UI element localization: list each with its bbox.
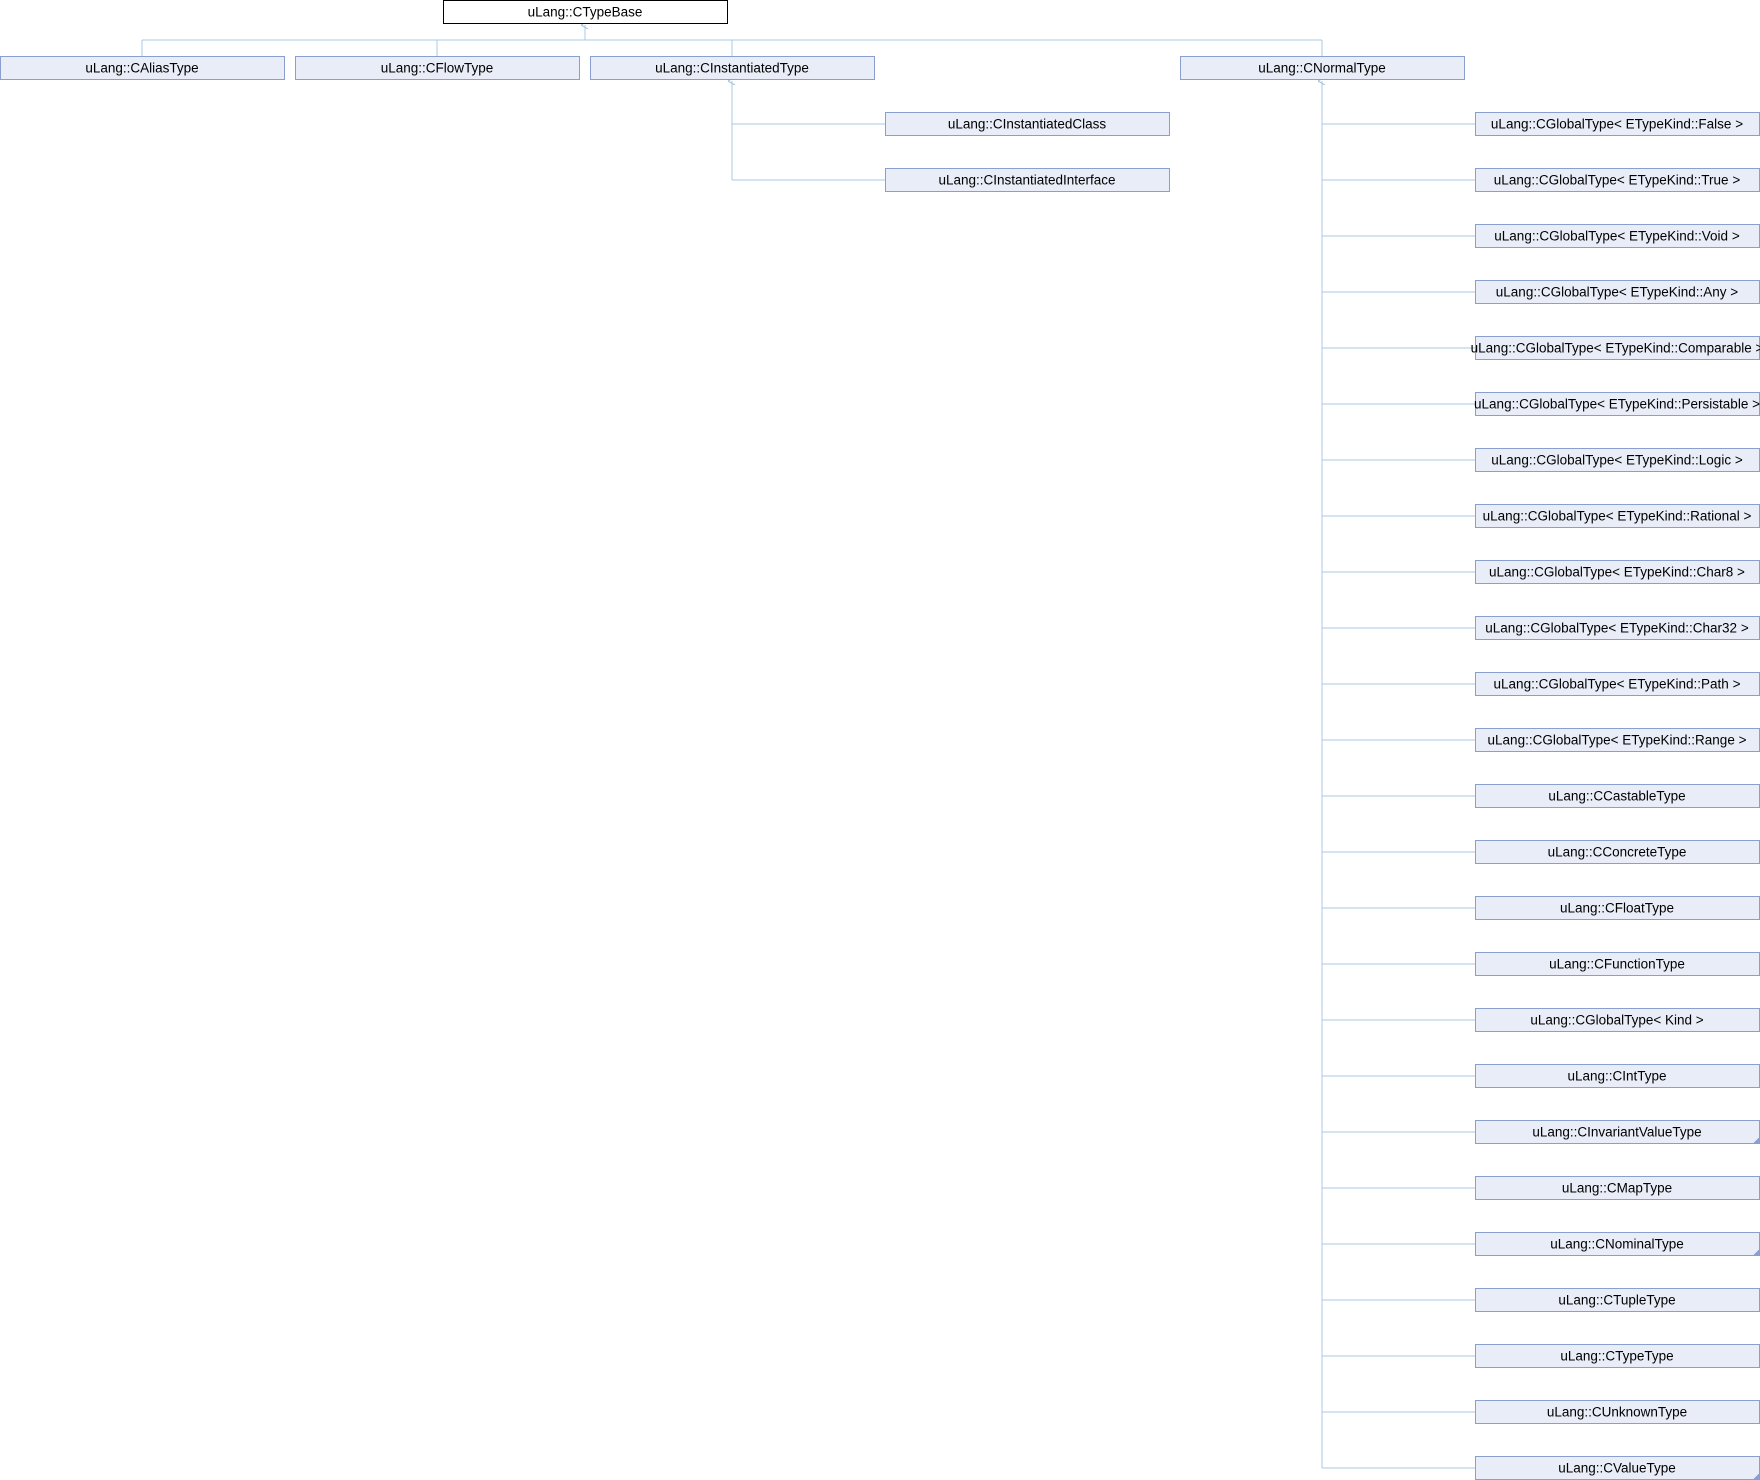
class-node-cglobaltype-any[interactable]: uLang::CGlobalType< ETypeKind::Any > xyxy=(1475,280,1760,304)
class-box xyxy=(1180,56,1465,80)
class-node-caliastype[interactable]: uLang::CAliasType xyxy=(0,56,285,80)
class-box xyxy=(0,56,285,80)
class-label: uLang::CGlobalType< ETypeKind::Any > xyxy=(1496,285,1739,300)
class-node-ctypebase[interactable]: uLang::CTypeBase xyxy=(443,0,728,24)
class-label: uLang::CGlobalType< ETypeKind::Range > xyxy=(1488,733,1747,748)
class-node-cglobaltype-void[interactable]: uLang::CGlobalType< ETypeKind::Void > xyxy=(1475,224,1760,248)
class-label: uLang::CUnknownType xyxy=(1547,1405,1687,1420)
class-label: uLang::CFlowType xyxy=(381,61,494,76)
class-node-cmaptype[interactable]: uLang::CMapType xyxy=(1475,1176,1760,1200)
class-label: uLang::CGlobalType< ETypeKind::Path > xyxy=(1494,677,1741,692)
class-node-cglobaltype-kind[interactable]: uLang::CGlobalType< Kind > xyxy=(1475,1008,1760,1032)
class-label: uLang::CIntType xyxy=(1567,1069,1666,1084)
class-label: uLang::CTypeBase xyxy=(528,5,643,20)
class-label: uLang::CInstantiatedType xyxy=(655,61,809,76)
class-label: uLang::CMapType xyxy=(1562,1181,1672,1196)
class-label: uLang::CGlobalType< Kind > xyxy=(1530,1013,1703,1028)
class-node-cinstantiatedtype[interactable]: uLang::CInstantiatedType xyxy=(590,56,875,80)
class-node-cglobaltype-comparable[interactable]: uLang::CGlobalType< ETypeKind::Comparabl… xyxy=(1471,336,1760,360)
class-node-cconcretetype[interactable]: uLang::CConcreteType xyxy=(1475,840,1760,864)
class-label: uLang::CInvariantValueType xyxy=(1532,1125,1701,1140)
class-node-cinstantiatedinterface[interactable]: uLang::CInstantiatedInterface xyxy=(885,168,1170,192)
class-node-cglobaltype-path[interactable]: uLang::CGlobalType< ETypeKind::Path > xyxy=(1475,672,1760,696)
more-subclasses-icon xyxy=(1753,1137,1760,1144)
class-node-ctupletype[interactable]: uLang::CTupleType xyxy=(1475,1288,1760,1312)
class-label: uLang::CGlobalType< ETypeKind::True > xyxy=(1494,173,1741,188)
class-box xyxy=(885,112,1170,136)
class-node-cglobaltype-char8[interactable]: uLang::CGlobalType< ETypeKind::Char8 > xyxy=(1475,560,1760,584)
class-node-ctypetype[interactable]: uLang::CTypeType xyxy=(1475,1344,1760,1368)
class-label: uLang::CInstantiatedClass xyxy=(948,117,1107,132)
class-node-cfloattype[interactable]: uLang::CFloatType xyxy=(1475,896,1760,920)
class-label: uLang::CNormalType xyxy=(1258,61,1386,76)
class-node-cglobaltype-persistable[interactable]: uLang::CGlobalType< ETypeKind::Persistab… xyxy=(1474,392,1760,416)
class-node-cnominaltype[interactable]: uLang::CNominalType xyxy=(1475,1232,1760,1256)
more-subclasses-icon xyxy=(1753,1249,1760,1256)
class-node-cinstantiatedclass[interactable]: uLang::CInstantiatedClass xyxy=(885,112,1170,136)
class-label: uLang::CTypeType xyxy=(1560,1349,1673,1364)
class-node-cnormaltype[interactable]: uLang::CNormalType xyxy=(1180,56,1465,80)
class-label: uLang::CTupleType xyxy=(1558,1293,1675,1308)
class-box xyxy=(443,0,728,24)
class-node-cglobaltype-char32[interactable]: uLang::CGlobalType< ETypeKind::Char32 > xyxy=(1475,616,1760,640)
class-node-cinvariantvaluetype[interactable]: uLang::CInvariantValueType xyxy=(1475,1120,1760,1144)
class-node-cvaluetype[interactable]: uLang::CValueType xyxy=(1475,1456,1760,1480)
inheritance-edges xyxy=(141,25,1475,1469)
class-node-cglobaltype-logic[interactable]: uLang::CGlobalType< ETypeKind::Logic > xyxy=(1475,448,1760,472)
class-label: uLang::CGlobalType< ETypeKind::Void > xyxy=(1494,229,1740,244)
class-node-ccastabletype[interactable]: uLang::CCastableType xyxy=(1475,784,1760,808)
class-node-cglobaltype-rational[interactable]: uLang::CGlobalType< ETypeKind::Rational … xyxy=(1475,504,1760,528)
class-label: uLang::CGlobalType< ETypeKind::Persistab… xyxy=(1474,397,1760,412)
class-label: uLang::CNominalType xyxy=(1550,1237,1684,1252)
class-label: uLang::CGlobalType< ETypeKind::Char32 > xyxy=(1485,621,1749,636)
class-label: uLang::CConcreteType xyxy=(1548,845,1687,860)
class-label: uLang::CGlobalType< ETypeKind::Char8 > xyxy=(1489,565,1745,580)
class-label: uLang::CValueType xyxy=(1558,1461,1676,1476)
class-node-cinttype[interactable]: uLang::CIntType xyxy=(1475,1064,1760,1088)
class-node-cglobaltype-false[interactable]: uLang::CGlobalType< ETypeKind::False > xyxy=(1475,112,1760,136)
class-node-cglobaltype-true[interactable]: uLang::CGlobalType< ETypeKind::True > xyxy=(1475,168,1760,192)
class-label: uLang::CAliasType xyxy=(85,61,198,76)
class-label: uLang::CInstantiatedInterface xyxy=(938,173,1115,188)
class-label: uLang::CCastableType xyxy=(1548,789,1685,804)
class-node-cfunctiontype[interactable]: uLang::CFunctionType xyxy=(1475,952,1760,976)
class-label: uLang::CFloatType xyxy=(1560,901,1674,916)
class-label: uLang::CFunctionType xyxy=(1549,957,1685,972)
class-box xyxy=(885,168,1170,192)
class-label: uLang::CGlobalType< ETypeKind::Logic > xyxy=(1491,453,1743,468)
class-node-cunknowntype[interactable]: uLang::CUnknownType xyxy=(1475,1400,1760,1424)
class-label: uLang::CGlobalType< ETypeKind::False > xyxy=(1491,117,1743,132)
class-label: uLang::CGlobalType< ETypeKind::Comparabl… xyxy=(1471,341,1760,356)
class-node-cglobaltype-range[interactable]: uLang::CGlobalType< ETypeKind::Range > xyxy=(1475,728,1760,752)
class-label: uLang::CGlobalType< ETypeKind::Rational … xyxy=(1483,509,1752,524)
class-box xyxy=(295,56,580,80)
more-subclasses-icon xyxy=(1753,1473,1760,1480)
class-box xyxy=(590,56,875,80)
class-node-cflowtype[interactable]: uLang::CFlowType xyxy=(295,56,580,80)
